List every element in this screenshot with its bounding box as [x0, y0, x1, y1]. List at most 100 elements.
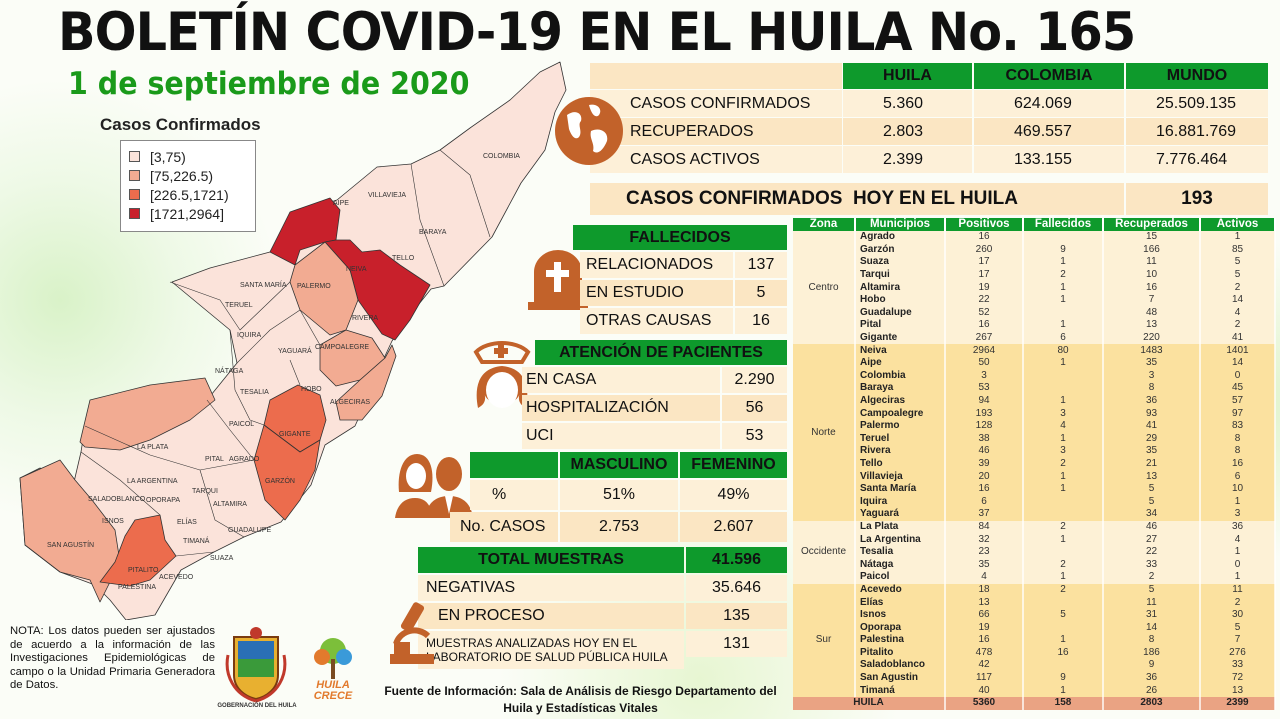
fallecidos-cell: 16: [1023, 646, 1104, 660]
activos-cell: 36: [1200, 520, 1276, 534]
summary-header-mundo: MUNDO: [1126, 63, 1268, 89]
region-garzon: [253, 424, 321, 521]
genero-header-masculino: MASCULINO: [560, 452, 678, 478]
map-label: NÁTAGA: [215, 368, 244, 375]
muestras-value: 35.646: [686, 575, 787, 601]
municipio-name: Isnos: [855, 608, 946, 622]
positivos-cell: 260: [945, 243, 1024, 257]
municipio-name: Villavieja: [855, 470, 946, 483]
municipio-name: Algeciras: [855, 394, 946, 408]
map-label: IQUIRA: [237, 332, 262, 339]
fallecidos-cell: 4: [1023, 419, 1104, 433]
positivos-cell: 18: [945, 583, 1024, 597]
table-row: Pital 16 1 13 2: [793, 319, 1276, 332]
fallecidos-cell: 2: [1023, 520, 1104, 534]
positivos-cell: 35: [945, 558, 1024, 572]
total-value: 158: [1023, 696, 1104, 710]
huila-choropleth-map: [19, 61, 567, 620]
recuperados-cell: 11: [1103, 596, 1201, 609]
muestras-label: EN PROCESO: [418, 603, 684, 629]
nurse-icon: [473, 341, 531, 408]
fallecidos-cell: [1023, 369, 1104, 383]
positivos-cell: 37: [945, 508, 1024, 521]
table-row: Centro Agrado 16 15 1: [793, 231, 1276, 345]
positivos-cell: 13: [945, 596, 1024, 609]
atencion-value: 2.290: [722, 367, 787, 393]
fallecidos-cell: 1: [1023, 571, 1104, 584]
municipio-name: Tarqui: [855, 268, 946, 282]
fallecidos-label: EN ESTUDIO: [580, 280, 733, 306]
positivos-cell: 46: [945, 445, 1024, 458]
col-municipios: Municipios: [855, 218, 946, 231]
genero-value: 49%: [680, 480, 787, 510]
activos-cell: 1401: [1200, 344, 1276, 357]
map-label: AIPE: [333, 200, 349, 207]
table-header-row: Zona Municipios Positivos Fallecidos Rec…: [793, 218, 1276, 231]
table-row: Sur Acevedo 18 2 5 11: [793, 583, 1276, 697]
municipio-name: Saladoblanco: [855, 659, 946, 672]
recuperados-cell: 31: [1103, 608, 1201, 622]
col-fallecidos: Fallecidos: [1023, 218, 1104, 231]
map-label: SUAZA: [210, 555, 234, 562]
recuperados-cell: 27: [1103, 533, 1201, 546]
positivos-cell: 38: [945, 432, 1024, 446]
positivos-cell: 32: [945, 533, 1024, 546]
fallecidos-cell: 5: [1023, 608, 1104, 622]
gobernacion-logo: [225, 627, 287, 703]
municipio-name: Altamira: [855, 281, 946, 294]
recuperados-cell: 21: [1103, 457, 1201, 471]
globe-icon: [555, 97, 623, 165]
municipio-name: Tesalia: [855, 545, 946, 559]
footnote: NOTA: Los datos pueden ser ajustados de …: [10, 625, 215, 691]
map-label: PITAL: [205, 456, 224, 463]
col-positivos: Positivos: [945, 218, 1024, 231]
fallecidos-cell: 1: [1023, 482, 1104, 496]
activos-cell: 8: [1200, 445, 1276, 458]
activos-cell: 16: [1200, 457, 1276, 471]
fallecidos-cell: 9: [1023, 243, 1104, 257]
recuperados-cell: 3: [1103, 369, 1201, 383]
table-row: Norte Neiva 2964 80 1483 1401: [793, 344, 1276, 521]
atencion-title: ATENCIÓN DE PACIENTES: [535, 340, 787, 365]
genero-value: 51%: [560, 480, 678, 510]
recuperados-cell: 15: [1103, 231, 1201, 244]
activos-cell: 13: [1200, 684, 1276, 697]
table-row: Palestina 16 1 8 7: [793, 634, 1276, 647]
table-row: Iquira 6 5 1: [793, 495, 1276, 509]
fallecidos-cell: 1: [1023, 634, 1104, 647]
fallecidos-cell: 1: [1023, 470, 1104, 483]
municipio-name: Oporapa: [855, 621, 946, 634]
muestras-value: 131: [686, 631, 787, 657]
activos-cell: 6: [1200, 470, 1276, 483]
summary-value: 469.557: [974, 118, 1124, 145]
municipio-name: Gigante: [855, 331, 946, 345]
table-row: Hobo 22 1 7 14: [793, 293, 1276, 307]
recuperados-cell: 186: [1103, 646, 1201, 660]
recuperados-cell: 35: [1103, 356, 1201, 370]
municipio-name: Pitalito: [855, 646, 946, 660]
map-label: VILLAVIEJA: [368, 192, 407, 199]
table-row: Suaza 17 1 11 5: [793, 256, 1276, 269]
fallecidos-cell: 1: [1023, 432, 1104, 446]
summary-row-label: CASOS ACTIVOS: [590, 146, 842, 173]
positivos-cell: 53: [945, 382, 1024, 395]
positivos-cell: 39: [945, 457, 1024, 471]
col-recuperados: Recuperados: [1103, 218, 1201, 231]
map-label: TESALIA: [240, 389, 269, 396]
municipio-name: Neiva: [855, 344, 946, 357]
recuperados-cell: 5: [1103, 495, 1201, 509]
recuperados-cell: 34: [1103, 508, 1201, 521]
positivos-cell: 22: [945, 293, 1024, 307]
fallecidos-cell: 3: [1023, 407, 1104, 420]
activos-cell: 2: [1200, 596, 1276, 609]
fallecidos-cell: 2: [1023, 558, 1104, 572]
municipio-name: Campoalegre: [855, 407, 946, 420]
municipio-name: Hobo: [855, 293, 946, 307]
genero-label: No. CASOS: [450, 512, 558, 542]
fallecidos-cell: 1: [1023, 684, 1104, 697]
municipio-name: La Plata: [855, 520, 946, 534]
table-row: Yaguará 37 34 3: [793, 508, 1276, 521]
summary-value: 2.803: [843, 118, 972, 145]
genero-header-femenino: FEMENINO: [680, 452, 787, 478]
activos-cell: 5: [1200, 268, 1276, 282]
